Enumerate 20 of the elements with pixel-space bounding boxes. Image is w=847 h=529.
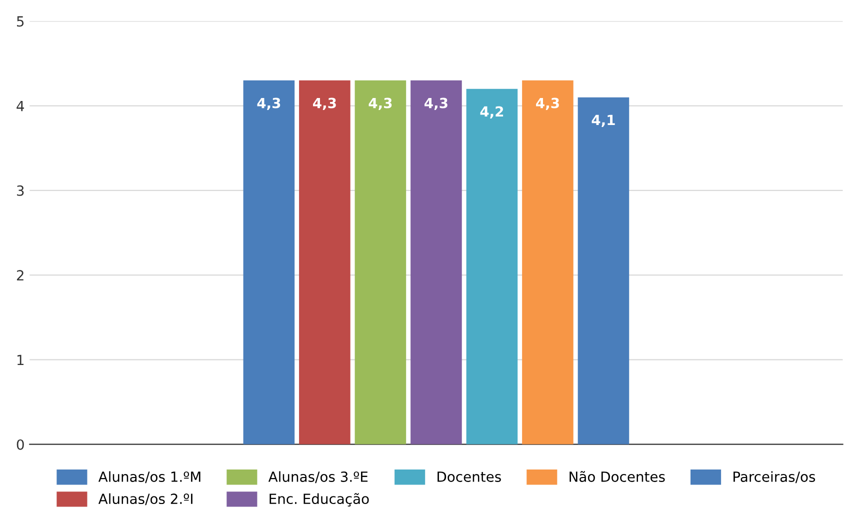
legend-label: Parceiras/os	[734, 471, 816, 484]
legend-label: Enc. Educação	[270, 493, 369, 507]
y-tick-label: 1	[17, 354, 24, 365]
y-tick-label: 4	[16, 100, 24, 112]
legend-label: Alunas/os 3.ºE	[268, 471, 368, 484]
legend-label: Não Docentes	[570, 470, 665, 482]
y-tick-label: 2	[16, 270, 24, 280]
legend-label: Alunas/os 2.ºI	[98, 493, 192, 506]
data-label: 4,3	[368, 98, 392, 110]
data-label: 4,2	[480, 106, 504, 119]
data-label: 4,1	[592, 114, 615, 127]
y-tick-label: 3	[17, 185, 24, 196]
legend-label: Docentes	[438, 472, 501, 482]
data-label: 4,3	[257, 98, 280, 110]
data-label: 4,3	[536, 98, 559, 110]
data-label: 4,3	[424, 98, 448, 110]
legend-label: Alunas/os 1.ºM	[98, 471, 200, 484]
y-tick-label: 5	[17, 16, 24, 27]
data-label: 4,3	[313, 98, 336, 110]
y-tick-label: 0	[16, 439, 24, 450]
